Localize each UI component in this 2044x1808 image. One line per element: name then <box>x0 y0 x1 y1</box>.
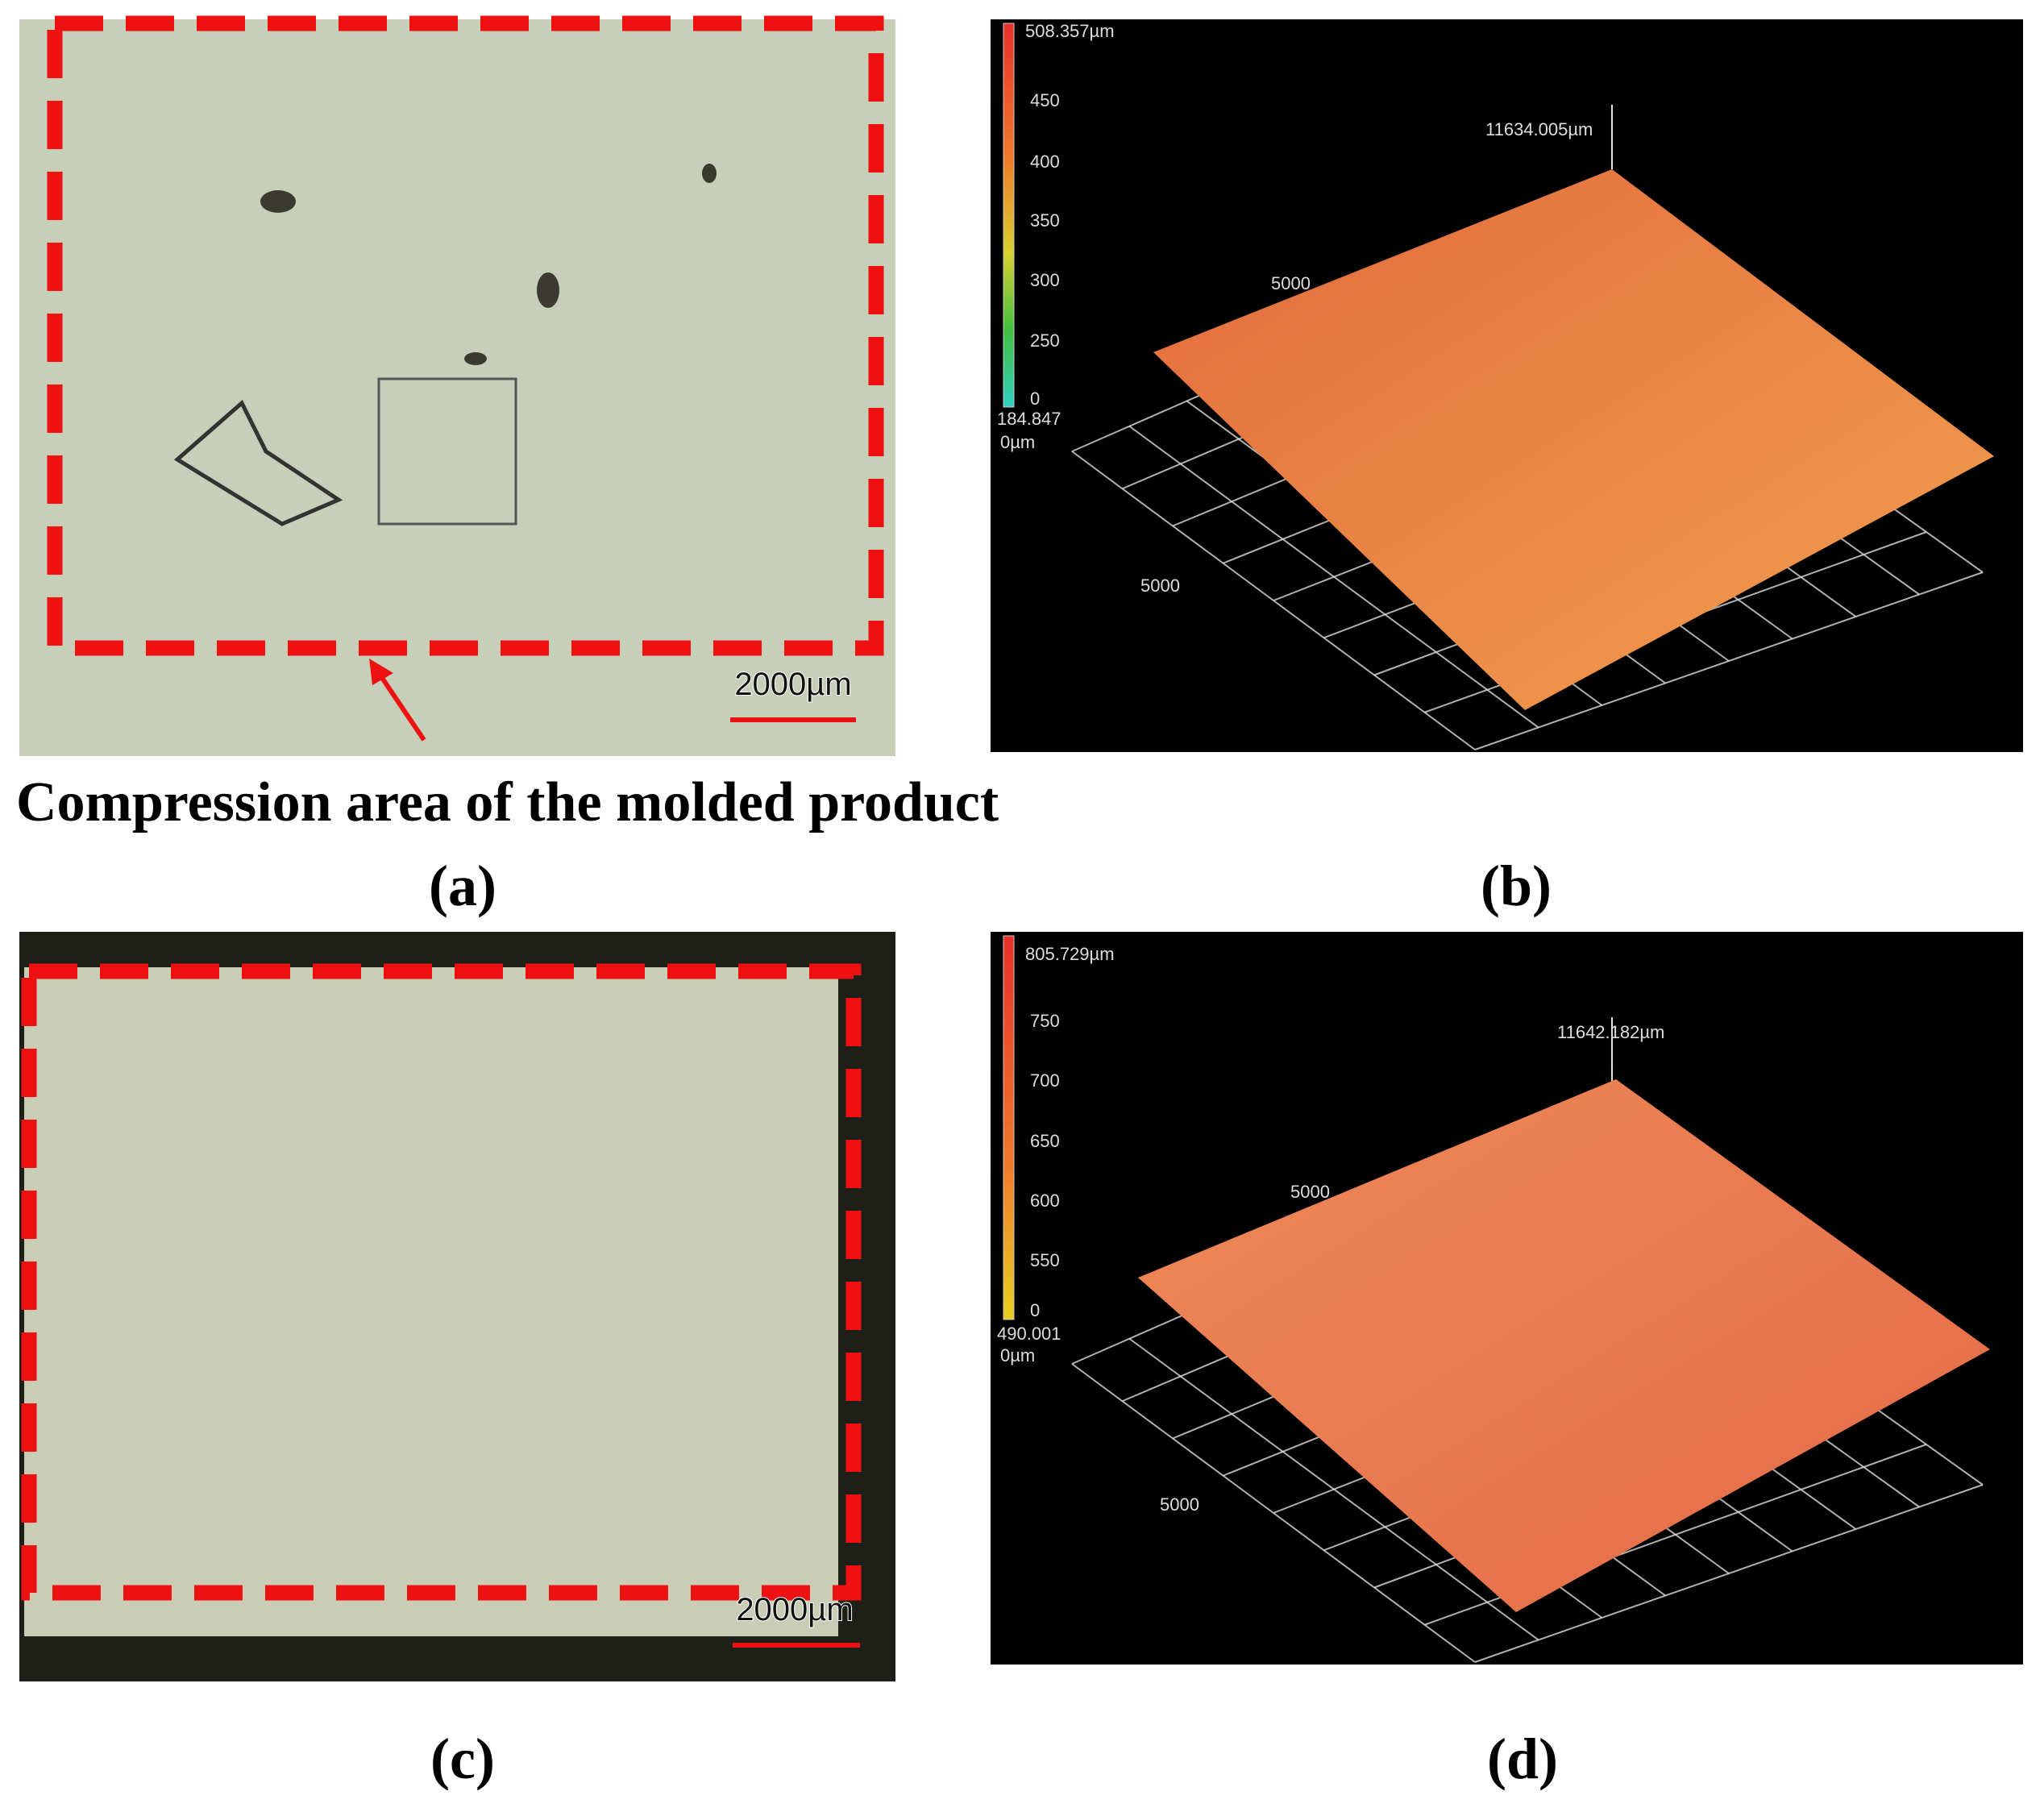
color-bar-tick: 600 <box>1030 1191 1060 1211</box>
compression-area <box>21 963 862 1601</box>
color-bar-unit: 0µm <box>1000 1345 1035 1365</box>
color-bar-max: 508.357µm <box>1025 21 1115 41</box>
color-bar-tick: 450 <box>1030 90 1060 110</box>
axis-label: 5000 <box>1290 1182 1330 1202</box>
grid-line <box>1474 1484 1984 1663</box>
color-bar-tick: 650 <box>1030 1131 1060 1151</box>
scale-bar-label: 2000µm <box>734 667 851 702</box>
compression-area <box>47 15 884 656</box>
grid-line <box>1474 571 1984 750</box>
axis-label: 5000 <box>1160 1494 1199 1515</box>
color-bar-tick: 400 <box>1030 152 1060 172</box>
color-bar <box>1003 935 1015 1320</box>
panel-label: (d) <box>1487 1727 1558 1791</box>
scale-bar-label: 2000µm <box>736 1592 853 1627</box>
color-bar <box>1003 23 1015 408</box>
color-bar-tick: 0 <box>1030 1300 1040 1320</box>
surface <box>1138 1079 1990 1612</box>
color-bar-tick: 0 <box>1030 389 1040 409</box>
surface <box>1153 169 1994 710</box>
caption: Compression area of the molded product <box>16 771 999 833</box>
axis-label: 5000 <box>1271 273 1311 293</box>
color-bar-tick: 550 <box>1030 1250 1060 1270</box>
color-bar-unit: 0µm <box>1000 432 1035 452</box>
color-bar-min: 490.001 <box>997 1324 1061 1344</box>
extent-label: 11634.005µm <box>1485 119 1593 139</box>
color-bar-max: 805.729µm <box>1025 944 1115 964</box>
extent-label: 11642.182µm <box>1557 1022 1664 1042</box>
axis-label: 5000 <box>1140 576 1180 596</box>
color-bar-tick: 250 <box>1030 330 1060 351</box>
arrow-head <box>369 659 393 685</box>
micrograph <box>24 967 838 1636</box>
color-bar-tick: 750 <box>1030 1011 1060 1031</box>
micrograph <box>19 19 895 756</box>
panel-label: (a) <box>429 854 496 918</box>
color-bar-tick: 700 <box>1030 1070 1060 1091</box>
color-bar-tick: 300 <box>1030 270 1060 290</box>
color-bar-tick: 350 <box>1030 210 1060 231</box>
panel-label: (c) <box>430 1727 495 1791</box>
defects <box>173 164 717 526</box>
arrow <box>376 671 426 742</box>
panel-label: (b) <box>1481 854 1552 918</box>
color-bar-min: 184.847 <box>997 409 1061 429</box>
